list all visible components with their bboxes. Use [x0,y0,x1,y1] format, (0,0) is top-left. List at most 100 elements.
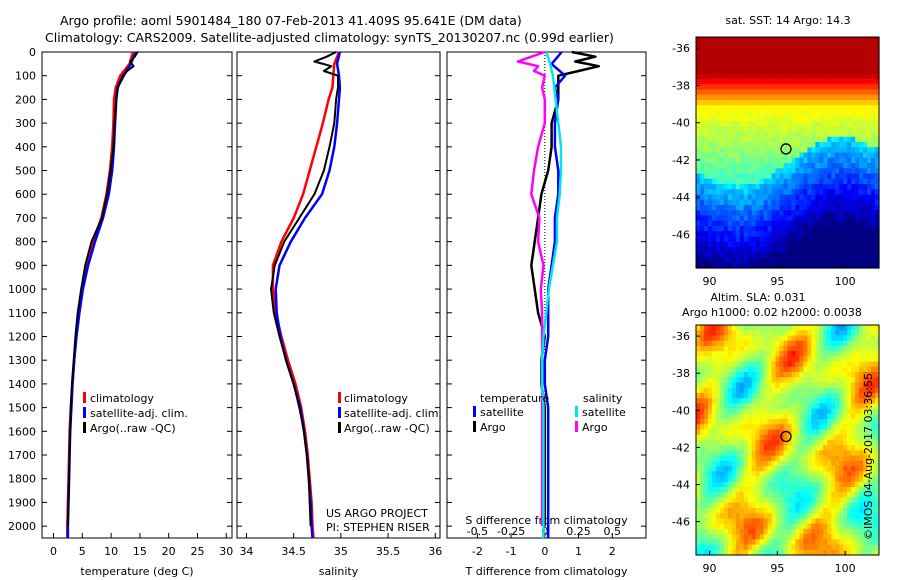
map2-cell [851,507,856,514]
map1-cell [767,205,773,211]
map1-cell [819,105,824,112]
map1-cell [783,184,789,190]
map1-cell [875,194,880,201]
map2-cell [847,419,852,425]
map2-cell [871,366,876,373]
map1-cell [767,152,773,159]
map1-cell [743,100,749,106]
map1-cell [811,100,816,106]
map2-cell [827,487,832,493]
map1-cell [731,110,737,117]
map2-cell [723,325,729,331]
map1-cell [739,257,745,264]
map2-cell [799,492,805,499]
map1-cell [831,52,836,59]
map1-cell [719,68,725,75]
map1-cell [795,52,801,59]
map2-cell [811,497,816,504]
map1-cell [835,163,840,169]
map1-cell [799,168,805,175]
map2-cell [743,413,749,420]
map2-cell [775,549,781,556]
map2-cell [703,403,709,410]
map1-cell [723,184,729,190]
map1-cell [835,73,840,80]
map2-cell [803,325,808,331]
map1-cell [871,152,876,159]
panel1-xlabel: temperature (deg C) [80,565,193,578]
map2-cell [783,340,789,347]
map2-cell [815,497,820,504]
map1-cell [699,257,705,264]
map2-cell [731,523,737,530]
map2-cell [775,450,781,457]
map2-cell [767,356,773,363]
map2-cell [835,481,840,488]
map1-cell [759,199,765,206]
map1-cell [723,194,729,201]
map2-cell [851,387,856,394]
map2-cell [779,487,785,493]
map2-cell [727,372,733,378]
map2-cell [791,528,797,535]
map1-cell [831,94,836,101]
map1-cell [863,241,868,248]
map2-cell [859,481,864,488]
map1-cell [755,163,761,169]
map2-cell [871,434,876,441]
map1-cell [779,47,785,54]
map1-cell [707,100,713,106]
map2-cell [763,518,769,525]
map2-cell [735,528,741,535]
map2-cell [787,356,793,363]
map2-cell [871,325,876,331]
map1-cell [699,152,705,159]
map1-cell [847,163,852,169]
map1-cell [775,189,781,196]
map1-cell [859,68,864,75]
map1-cell [727,168,733,175]
map2-cell [787,325,793,331]
map1-cell [767,126,773,133]
map1-cell [859,147,864,154]
map1-cell [851,220,856,227]
map1-cell [871,247,876,253]
map2-cell [711,487,717,493]
map1-cell [815,110,820,117]
map2-cell [819,403,824,410]
map1-cell [779,252,785,259]
map2-cell [867,361,872,368]
map1-cell [707,37,713,43]
map2-cell [779,502,785,509]
map2-cell [795,481,801,488]
map1-cell [719,157,725,164]
panel1-xtick-label: 10 [104,545,118,558]
map1-cell [851,168,856,175]
map2-cell [703,539,709,546]
map2-cell [819,392,824,399]
map2-cell [751,387,757,394]
map1-cell [739,47,745,54]
map2-cell [819,466,824,472]
map2-cell [827,497,832,504]
map1-cell [723,262,729,269]
map1-cell [823,115,828,122]
map1-cell [696,205,701,211]
map1-cell [771,52,777,59]
map1-cell [867,110,872,117]
map1-cell [707,163,713,169]
map2-cell [763,471,769,478]
map2-cell [871,398,876,405]
map2-cell [743,487,749,493]
map1-cell [703,142,709,148]
map2-cell [739,377,745,384]
map2-cell [767,518,773,525]
map1-cell [699,205,705,211]
map2-cell [855,445,860,452]
map1-cell [771,152,777,159]
map1-cell [731,63,737,70]
map1-cell [696,173,701,180]
map2-cell [835,528,840,535]
map2-cell [859,539,864,546]
map1-cell [743,152,749,159]
